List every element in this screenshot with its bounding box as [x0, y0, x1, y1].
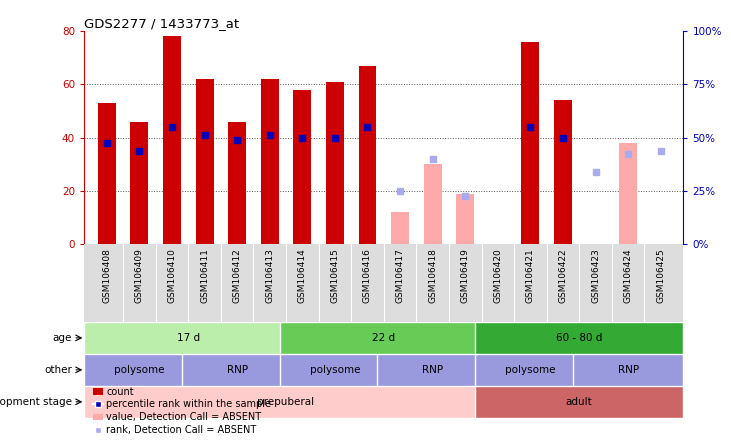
Text: GSM106415: GSM106415 — [330, 248, 339, 303]
Bar — [84, 354, 195, 386]
Bar — [261, 79, 279, 244]
Bar — [228, 122, 246, 244]
Text: prepuberal: prepuberal — [257, 397, 314, 407]
Text: development stage: development stage — [0, 397, 72, 407]
Text: adult: adult — [566, 397, 593, 407]
Bar — [98, 103, 115, 244]
Bar — [358, 66, 376, 244]
Text: GSM106425: GSM106425 — [656, 248, 665, 303]
Text: 60 - 80 d: 60 - 80 d — [556, 333, 602, 343]
Bar — [182, 354, 292, 386]
Text: 17 d: 17 d — [177, 333, 200, 343]
Text: RNP: RNP — [227, 365, 248, 375]
Legend: count, percentile rank within the sample, value, Detection Call = ABSENT, rank, : count, percentile rank within the sample… — [89, 383, 276, 439]
Bar — [196, 79, 213, 244]
Text: GDS2277 / 1433773_at: GDS2277 / 1433773_at — [84, 17, 239, 30]
Text: GSM106411: GSM106411 — [200, 248, 209, 303]
Text: polysome: polysome — [310, 365, 360, 375]
Text: GSM106418: GSM106418 — [428, 248, 437, 303]
Bar — [475, 322, 683, 354]
Text: 22 d: 22 d — [372, 333, 395, 343]
Bar — [475, 354, 586, 386]
Bar — [475, 386, 683, 418]
Bar — [293, 90, 311, 244]
Bar — [163, 36, 181, 244]
Text: other: other — [44, 365, 72, 375]
Text: GSM106419: GSM106419 — [461, 248, 470, 303]
Text: age: age — [53, 333, 72, 343]
Text: GSM106414: GSM106414 — [298, 248, 307, 303]
Text: GSM106423: GSM106423 — [591, 248, 600, 303]
Bar — [84, 386, 488, 418]
Bar — [424, 164, 442, 244]
Text: GSM106422: GSM106422 — [558, 248, 567, 303]
Text: GSM106424: GSM106424 — [624, 248, 632, 303]
Text: GSM106410: GSM106410 — [167, 248, 176, 303]
Text: GSM106417: GSM106417 — [395, 248, 404, 303]
Bar — [326, 82, 344, 244]
Text: polysome: polysome — [505, 365, 556, 375]
Bar — [521, 42, 539, 244]
Text: GSM106408: GSM106408 — [102, 248, 111, 303]
Text: RNP: RNP — [422, 365, 443, 375]
Text: GSM106420: GSM106420 — [493, 248, 502, 303]
Text: GSM106416: GSM106416 — [363, 248, 372, 303]
Text: GSM106421: GSM106421 — [526, 248, 535, 303]
Text: GSM106413: GSM106413 — [265, 248, 274, 303]
Bar — [84, 322, 292, 354]
Text: polysome: polysome — [114, 365, 164, 375]
Bar — [279, 322, 488, 354]
Bar — [456, 194, 474, 244]
Text: GSM106409: GSM106409 — [135, 248, 144, 303]
Bar — [554, 100, 572, 244]
Bar — [619, 143, 637, 244]
Bar — [377, 354, 488, 386]
Text: GSM106412: GSM106412 — [232, 248, 242, 303]
Bar — [572, 354, 683, 386]
Bar — [279, 354, 390, 386]
Bar — [391, 212, 409, 244]
Bar — [131, 122, 148, 244]
Text: RNP: RNP — [618, 365, 639, 375]
